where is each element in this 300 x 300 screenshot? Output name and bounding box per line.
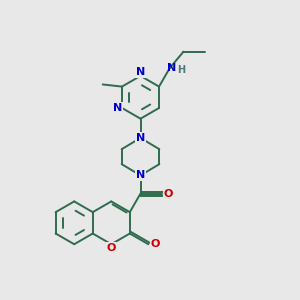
Text: O: O: [163, 189, 172, 199]
Text: H: H: [177, 65, 185, 75]
Text: N: N: [136, 67, 145, 77]
Text: O: O: [106, 243, 116, 253]
Text: O: O: [151, 239, 160, 249]
Text: N: N: [136, 133, 145, 143]
Text: N: N: [113, 103, 122, 113]
Text: N: N: [167, 63, 176, 73]
Text: N: N: [136, 170, 145, 180]
